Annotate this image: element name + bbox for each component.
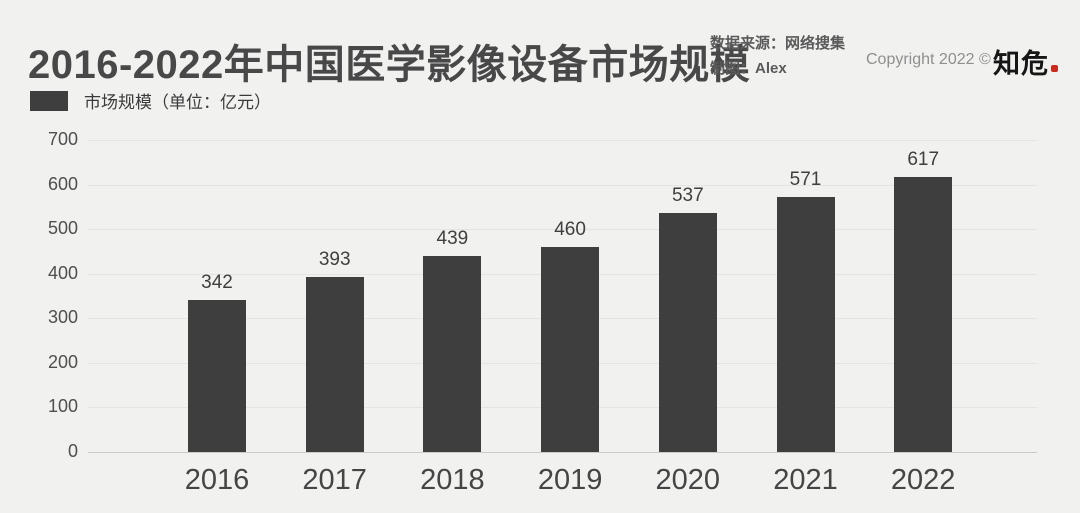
- bar-value-label: 393: [318, 248, 351, 270]
- copyright-text: Copyright 2022 ©: [866, 51, 991, 68]
- legend: 市场规模（单位：亿元）: [30, 88, 271, 113]
- bar-value-label: 571: [789, 169, 822, 191]
- y-tick-label: 600: [47, 173, 78, 194]
- y-tick-label: 0: [67, 441, 78, 461]
- brand-red-dot-icon: [1051, 65, 1058, 72]
- x-tick-label: 2020: [655, 464, 721, 496]
- brand-name: 知危: [993, 49, 1049, 79]
- bar-value-label: 342: [201, 271, 233, 293]
- x-tick-label: 2022: [890, 464, 956, 496]
- bar: [658, 212, 717, 452]
- y-tick-label: 100: [47, 396, 78, 417]
- bar: [776, 197, 835, 452]
- legend-swatch-icon: [30, 90, 68, 111]
- chart-title: 2016-2022年中国医学影像设备市场规模: [28, 43, 751, 87]
- bar: [423, 256, 482, 452]
- legend-label: 市场规模（单位：亿元）: [84, 93, 271, 112]
- plot-area: 342 393 439 460 537 571 617: [88, 140, 1037, 453]
- y-tick-label: 200: [47, 351, 78, 372]
- y-tick-label: 400: [47, 262, 78, 283]
- y-tick-label: 700: [47, 129, 78, 149]
- bar: [541, 246, 600, 452]
- gridline: [88, 229, 1037, 231]
- author-line: 制图：Alex: [710, 60, 787, 77]
- y-tick-label: 500: [47, 218, 78, 239]
- bar-value-label: 537: [671, 184, 704, 206]
- source-block: 数据来源：网络搜集 制图：Alex: [710, 31, 845, 81]
- bar: [188, 299, 246, 452]
- gridline: [88, 184, 1037, 186]
- bar-value-label: 460: [554, 218, 586, 240]
- x-tick-label: 2019: [537, 464, 603, 496]
- y-tick-label: 300: [47, 307, 78, 328]
- x-tick-label: 2018: [420, 464, 485, 496]
- brand-logo: 知危: [993, 42, 1058, 81]
- x-tick-label: 2021: [773, 464, 838, 496]
- bar: [305, 276, 364, 452]
- gridline: [88, 140, 1037, 141]
- x-tick-label: 2016: [184, 464, 250, 496]
- data-source-line: 数据来源：网络搜集: [710, 35, 846, 52]
- bar: [894, 176, 953, 452]
- bar-value-label: 617: [907, 148, 940, 170]
- gridline: [88, 452, 1037, 453]
- bar-value-label: 439: [436, 228, 469, 250]
- x-tick-label: 2017: [302, 464, 367, 496]
